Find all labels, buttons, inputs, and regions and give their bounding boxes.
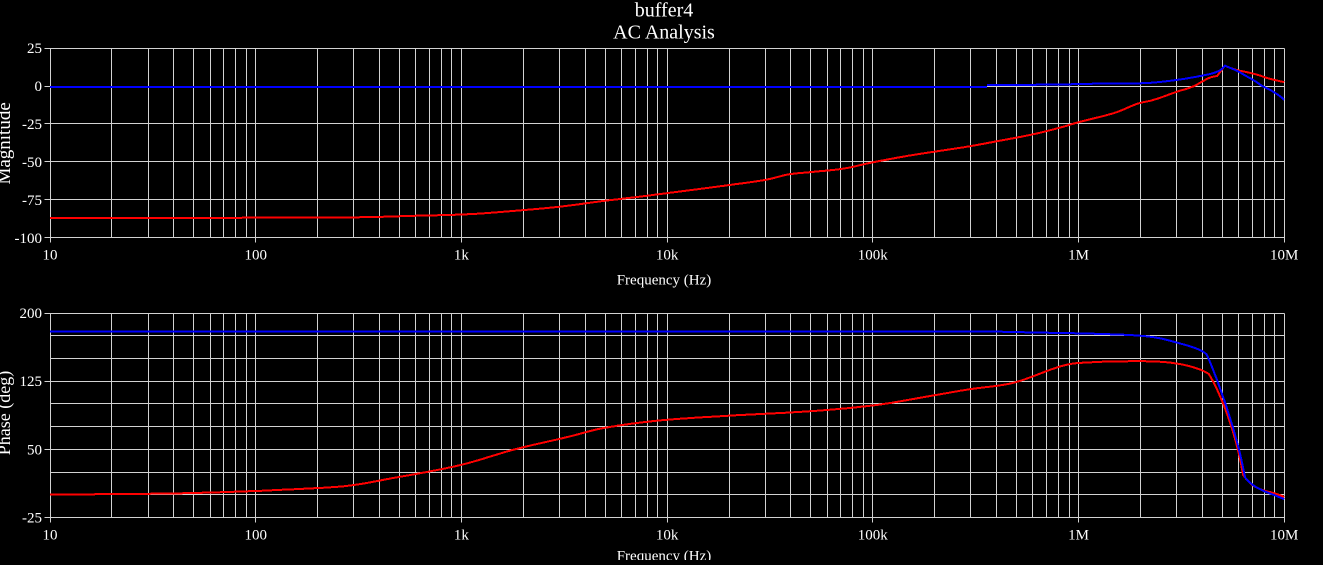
svg-text:50: 50 xyxy=(27,442,42,458)
svg-text:100k: 100k xyxy=(858,248,889,264)
svg-text:Frequency (Hz): Frequency (Hz) xyxy=(617,549,712,561)
svg-text:100: 100 xyxy=(244,528,267,544)
svg-text:100k: 100k xyxy=(858,528,889,544)
svg-text:Magnitude: Magnitude xyxy=(0,102,15,184)
svg-text:10M: 10M xyxy=(1270,528,1298,544)
svg-text:-25: -25 xyxy=(22,117,42,133)
svg-text:-25: -25 xyxy=(22,511,42,527)
svg-text:1k: 1k xyxy=(454,248,470,264)
svg-text:Frequency (Hz): Frequency (Hz) xyxy=(617,273,712,289)
svg-text:10M: 10M xyxy=(1270,248,1298,264)
svg-text:200: 200 xyxy=(20,306,43,322)
svg-text:AC Analysis: AC Analysis xyxy=(613,22,715,44)
svg-text:10: 10 xyxy=(43,528,58,544)
svg-text:10: 10 xyxy=(43,248,58,264)
svg-text:1M: 1M xyxy=(1068,528,1089,544)
svg-text:25: 25 xyxy=(27,41,42,57)
svg-text:125: 125 xyxy=(20,374,43,390)
svg-text:10k: 10k xyxy=(656,528,679,544)
svg-text:-100: -100 xyxy=(15,231,43,247)
svg-text:-75: -75 xyxy=(22,193,42,209)
svg-text:0: 0 xyxy=(35,79,43,95)
svg-text:10k: 10k xyxy=(656,248,679,264)
svg-text:1k: 1k xyxy=(454,528,470,544)
svg-text:buffer4: buffer4 xyxy=(635,0,694,22)
svg-text:1M: 1M xyxy=(1068,248,1089,264)
svg-text:-50: -50 xyxy=(22,155,42,171)
svg-text:Phase (deg): Phase (deg) xyxy=(0,371,15,455)
svg-text:100: 100 xyxy=(244,248,267,264)
